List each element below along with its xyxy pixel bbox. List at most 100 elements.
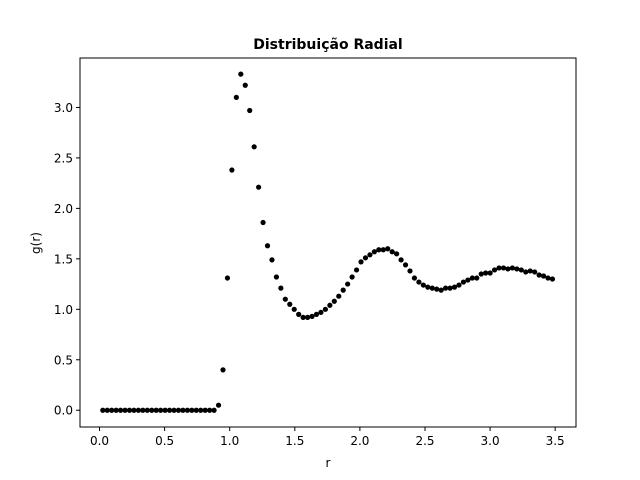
- data-point: [193, 407, 199, 413]
- x-tick-label: 3.5: [546, 434, 565, 448]
- chart-title: Distribuição Radial: [253, 37, 402, 53]
- data-point: [122, 407, 128, 413]
- data-point: [242, 82, 248, 88]
- x-axis-label: r: [326, 456, 331, 470]
- data-point: [416, 279, 422, 285]
- data-point: [496, 265, 502, 271]
- data-point: [500, 265, 507, 271]
- data-point: [309, 313, 315, 319]
- data-point: [313, 311, 320, 317]
- data-point: [100, 407, 106, 413]
- data-point: [224, 275, 231, 281]
- data-point: [540, 273, 547, 279]
- data-point: [394, 251, 400, 257]
- data-point: [171, 407, 177, 413]
- data-point: [296, 311, 302, 317]
- x-tick-label: 2.5: [415, 434, 434, 448]
- y-axis-label: g(r): [29, 232, 43, 254]
- data-point: [327, 302, 333, 308]
- data-point: [438, 287, 444, 293]
- data-point: [483, 270, 489, 276]
- data-point: [349, 274, 355, 280]
- data-point: [465, 277, 471, 283]
- data-point: [407, 268, 413, 274]
- x-tick-label: 3.0: [481, 434, 500, 448]
- data-point: [260, 219, 266, 226]
- plot-frame: [79, 57, 577, 428]
- data-point: [340, 287, 346, 293]
- data-point: [545, 275, 551, 281]
- data-point: [113, 407, 119, 413]
- x-tick-label: 0.0: [90, 434, 109, 448]
- data-point: [411, 275, 418, 281]
- data-point: [215, 402, 222, 408]
- data-point: [456, 282, 462, 288]
- data-point: [175, 407, 182, 413]
- data-point: [398, 257, 404, 263]
- data-point: [104, 407, 110, 413]
- y-axis-ticks: 0.0 0.5 1.0 1.5 2.0 2.5 3.0: [54, 101, 80, 418]
- x-tick-label: 0.5: [155, 434, 174, 448]
- data-points: [100, 71, 556, 413]
- data-point: [434, 286, 440, 292]
- data-point: [238, 71, 244, 77]
- data-point: [425, 284, 431, 290]
- data-point: [140, 407, 146, 413]
- data-point: [229, 167, 235, 173]
- x-tick-label: 2.0: [350, 434, 369, 448]
- data-point: [273, 274, 280, 280]
- data-point: [256, 184, 262, 190]
- data-point: [318, 309, 324, 315]
- y-tick-label: 0.5: [54, 353, 73, 367]
- data-point: [117, 407, 124, 413]
- data-point: [158, 407, 164, 413]
- data-point: [331, 298, 337, 304]
- data-point: [149, 407, 155, 413]
- data-point: [282, 296, 288, 302]
- data-point: [451, 284, 458, 290]
- data-point: [198, 407, 204, 413]
- data-point: [211, 407, 217, 413]
- data-point: [549, 276, 556, 282]
- data-point: [180, 407, 186, 413]
- data-point: [109, 407, 115, 413]
- data-point: [153, 407, 159, 413]
- data-point: [322, 306, 328, 312]
- data-point: [264, 243, 271, 249]
- data-point: [345, 281, 351, 287]
- x-axis-ticks: 0.0 0.5 1.0 1.5 2.0 2.5 3.0 3.5: [90, 427, 565, 448]
- data-point: [532, 269, 538, 275]
- data-point: [509, 265, 515, 271]
- y-tick-label: 0.0: [54, 404, 73, 418]
- data-point: [358, 259, 364, 265]
- data-point: [523, 269, 529, 275]
- data-point: [144, 407, 150, 413]
- y-tick-label: 2.0: [54, 202, 73, 216]
- data-point: [474, 275, 480, 281]
- data-point: [491, 267, 498, 273]
- data-point: [278, 285, 284, 291]
- x-tick-label: 1.0: [220, 434, 239, 448]
- data-point: [478, 271, 484, 277]
- data-point: [469, 275, 475, 281]
- data-point: [336, 293, 342, 299]
- data-point: [447, 285, 453, 291]
- data-point: [247, 107, 253, 114]
- data-point: [371, 249, 377, 255]
- data-point: [527, 268, 533, 274]
- data-point: [429, 285, 435, 291]
- data-point: [220, 367, 226, 373]
- data-point: [184, 407, 190, 413]
- data-point: [287, 301, 293, 307]
- y-tick-label: 1.5: [54, 252, 73, 266]
- data-point: [389, 249, 395, 255]
- data-point: [202, 407, 208, 413]
- y-tick-label: 2.5: [54, 151, 73, 165]
- data-point: [376, 247, 382, 253]
- data-point: [135, 407, 142, 413]
- data-point: [385, 246, 391, 252]
- data-point: [189, 407, 195, 413]
- data-point: [162, 407, 168, 413]
